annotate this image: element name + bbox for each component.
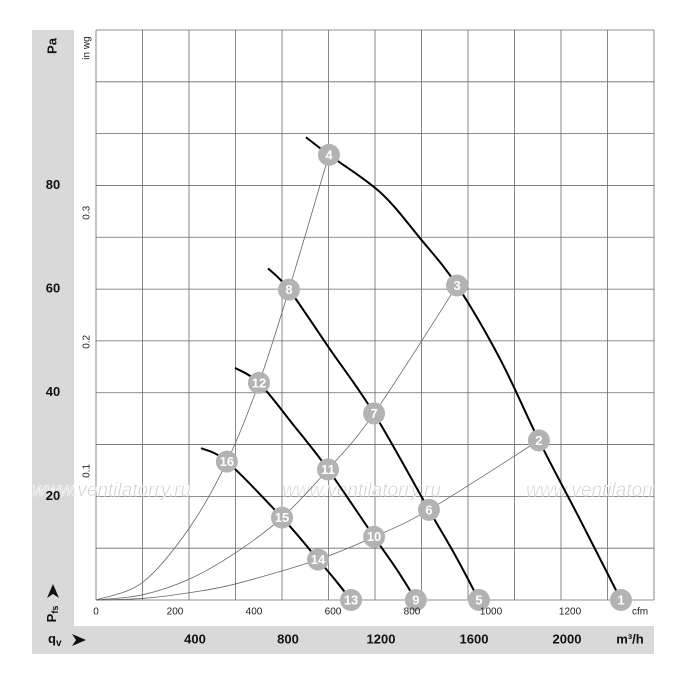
curve xyxy=(95,285,458,601)
operating-point xyxy=(363,525,386,548)
point-label: 11 xyxy=(321,462,335,477)
point-label: 4 xyxy=(325,147,333,162)
y2-tick-label: 0.2 xyxy=(82,334,93,348)
point-label: 2 xyxy=(535,433,542,448)
point-label: 5 xyxy=(475,592,482,607)
point-label: 10 xyxy=(367,529,381,544)
y-tick-label: 20 xyxy=(46,488,60,503)
y2-tick-label: 0.3 xyxy=(82,205,93,219)
point-label: 14 xyxy=(311,552,326,567)
bottom-band xyxy=(32,626,654,654)
left-band xyxy=(32,30,74,626)
operating-point xyxy=(467,589,490,611)
x-unit: m³/h xyxy=(616,631,644,646)
operating-point xyxy=(247,371,270,394)
curve xyxy=(305,136,622,601)
operating-point xyxy=(317,143,340,166)
x2-axis-label: cfm xyxy=(632,607,648,618)
curve xyxy=(95,154,330,601)
operating-point xyxy=(271,506,293,529)
x2-tick-label: 400 xyxy=(246,607,263,618)
y-axis-label: Pa xyxy=(44,37,59,54)
point-label: 13 xyxy=(344,592,358,607)
operating-point xyxy=(340,589,363,611)
y-symbol-sub: fs xyxy=(50,606,60,614)
x2-tick-label: 1200 xyxy=(559,607,582,618)
operating-point xyxy=(277,278,300,301)
point-label: 9 xyxy=(412,592,419,607)
x-arrow xyxy=(72,634,86,646)
point-label: 7 xyxy=(370,406,377,421)
operating-point xyxy=(215,450,238,473)
point-label: 1 xyxy=(617,592,624,607)
operating-point xyxy=(363,402,386,425)
grid xyxy=(95,29,655,601)
x-symbol: qv xyxy=(48,631,62,648)
point-label: 8 xyxy=(285,282,292,297)
curve xyxy=(95,440,540,601)
watermark: www.ventilatorry.ru xyxy=(526,480,684,501)
point-label: 6 xyxy=(425,502,432,517)
x-symbol-sub: v xyxy=(56,638,62,649)
y2-axis-label: in wg xyxy=(82,36,93,59)
y-arrow xyxy=(47,584,59,598)
point-label: 3 xyxy=(453,278,460,293)
operating-point xyxy=(527,429,550,452)
y-symbol-main: P xyxy=(44,613,59,622)
x-tick-label: 1200 xyxy=(367,631,396,646)
operating-point xyxy=(446,274,469,297)
y2-tick-label: 0.1 xyxy=(82,464,93,478)
x-tick-label: 2000 xyxy=(553,631,582,646)
operating-point xyxy=(307,548,330,571)
point-label: 12 xyxy=(252,375,266,390)
curves xyxy=(95,136,622,601)
watermark: www.ventilatorry.ru xyxy=(32,480,192,501)
x-tick-label: 1600 xyxy=(460,631,489,646)
operating-point xyxy=(317,458,340,481)
x2-tick-label: 800 xyxy=(404,607,421,618)
point-label: 15 xyxy=(275,510,289,525)
watermarks: www.ventilatorry.ru www.ventilatorry.ru ww… xyxy=(32,480,684,502)
x2-tick-label: 1000 xyxy=(480,607,503,618)
y-symbol: Pfs xyxy=(44,606,60,623)
operating-point xyxy=(609,589,632,611)
x-tick-label: 400 xyxy=(184,631,206,646)
y-tick-label: 60 xyxy=(46,281,60,296)
y-tick-label: 40 xyxy=(46,384,60,399)
x2-tick-label: 0 xyxy=(93,607,99,618)
y-tick-label: 80 xyxy=(46,177,60,192)
x2-tick-label: 600 xyxy=(325,607,342,618)
x-tick-label: 800 xyxy=(277,631,299,646)
operating-point xyxy=(404,589,427,611)
watermark: www.ventilatorry.ru xyxy=(282,480,442,501)
x2-tick-label: 200 xyxy=(167,607,184,618)
point-label: 16 xyxy=(220,454,234,469)
operating-point xyxy=(417,498,440,521)
x-symbol-main: q xyxy=(48,631,56,646)
